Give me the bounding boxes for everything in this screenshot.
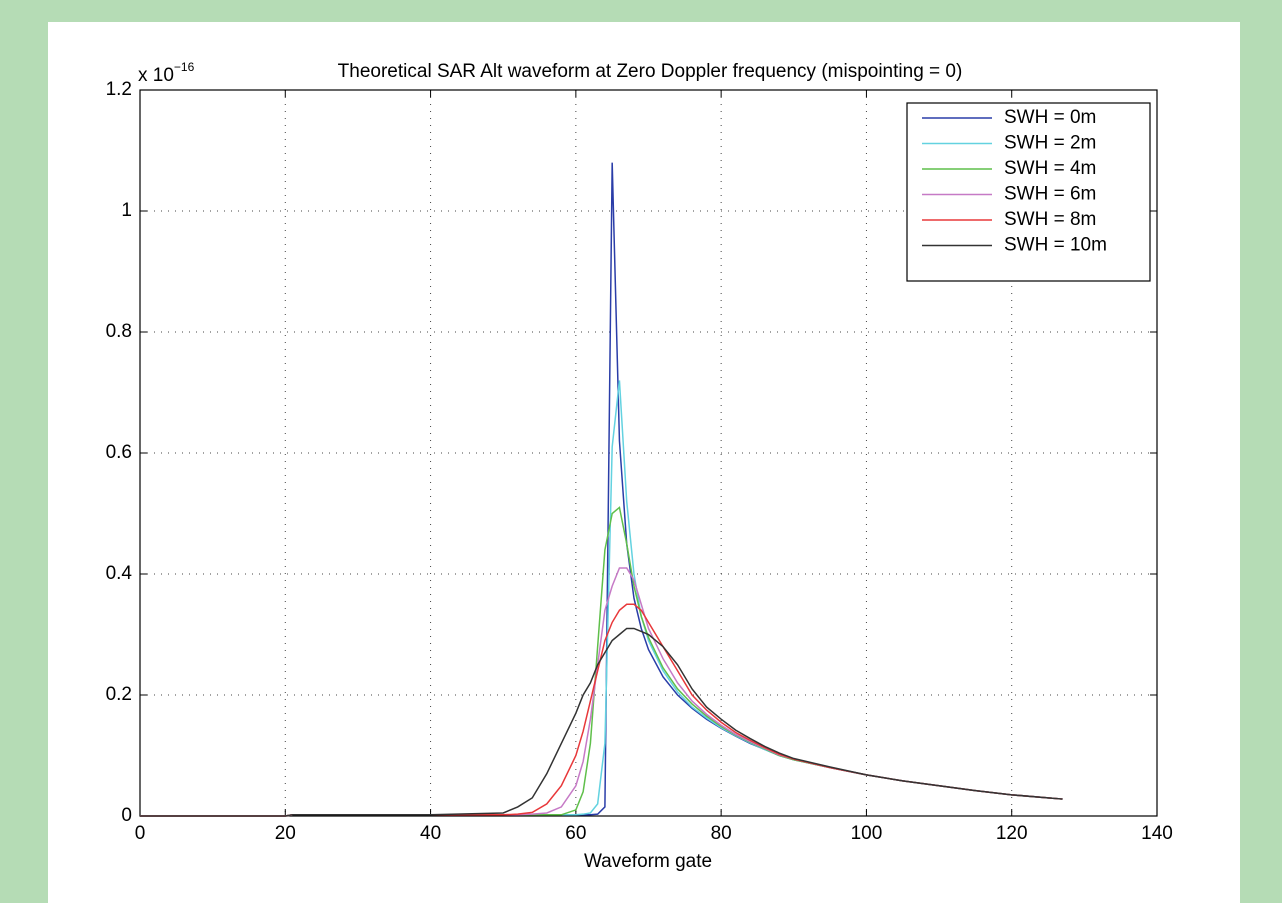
x-tick-label: 100 [851,823,883,844]
plot-frame [139,89,1158,817]
y-tick-label: 1 [121,200,132,221]
y-tick-label: 1.2 [106,79,132,100]
legend-label: SWH = 6m [1004,184,1096,205]
x-tick-label: 140 [1141,823,1173,844]
x-tick-label: 120 [996,823,1028,844]
series-line [140,627,1063,817]
y-multiplier: x 10−16 [138,60,195,86]
x-tick-label: 40 [420,823,441,844]
legend-box [906,102,1151,282]
legend-label: SWH = 10m [1004,235,1107,256]
y-tick-label: 0.6 [106,442,132,463]
chart-title: Theoretical SAR Alt waveform at Zero Dop… [338,61,963,82]
x-tick-label: 80 [711,823,732,844]
y-tick-label: 0.4 [106,563,133,584]
y-tick-label: 0.2 [106,684,132,705]
y-multiplier-base: x 10 [138,65,174,86]
x-axis-label: Waveform gate [584,851,712,872]
x-tick-label: 0 [135,823,146,844]
x-tick-label: 60 [565,823,586,844]
y-tick-label: 0.8 [106,321,132,342]
y-multiplier-exponent: −16 [174,60,195,74]
legend-label: SWH = 8m [1004,209,1096,230]
legend-label: SWH = 4m [1004,158,1096,179]
legend-label: SWH = 2m [1004,133,1096,154]
y-tick-label: 0 [121,805,132,826]
x-tick-label: 20 [275,823,296,844]
legend-label: SWH = 0m [1004,107,1096,128]
